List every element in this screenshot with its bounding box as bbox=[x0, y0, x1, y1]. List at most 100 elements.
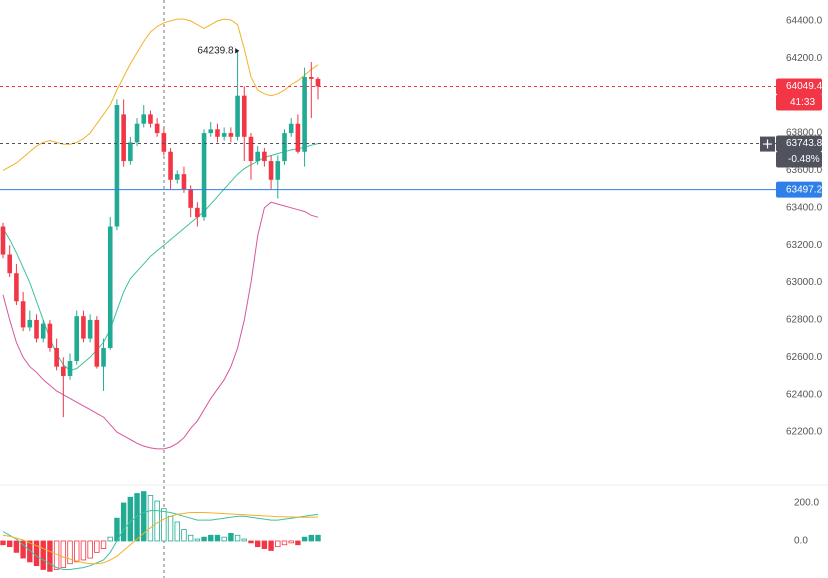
candle-body bbox=[302, 76, 307, 152]
macd-histogram-bar bbox=[107, 536, 113, 542]
macd-histogram-bar bbox=[248, 540, 254, 544]
candle-body bbox=[154, 123, 160, 134]
y-tick-label: 62600.0 bbox=[786, 352, 823, 363]
candle-body bbox=[195, 207, 200, 218]
candle-body bbox=[275, 161, 281, 180]
candle-body bbox=[114, 105, 120, 227]
candle-body bbox=[74, 316, 80, 362]
macd-histogram-bar bbox=[154, 500, 160, 542]
macd-histogram-bar bbox=[7, 540, 13, 548]
macd-histogram-bar bbox=[167, 515, 174, 542]
macd-histogram-bar bbox=[60, 540, 67, 568]
macd-histogram-bar bbox=[221, 536, 227, 542]
change-label: -0.48% bbox=[788, 154, 820, 165]
macd-histogram-bar bbox=[295, 540, 301, 546]
y-tick-label: 63200.0 bbox=[786, 240, 823, 251]
high-arrow bbox=[235, 48, 240, 54]
macd-histogram-bar bbox=[161, 508, 167, 542]
macd-histogram-bar bbox=[275, 540, 281, 548]
macd-histogram-bar bbox=[27, 540, 33, 563]
candle-body bbox=[121, 114, 126, 162]
candle-body bbox=[174, 174, 180, 180]
bollinger-upper bbox=[2, 18, 319, 171]
candle-body bbox=[215, 129, 220, 137]
macd-histogram-bar bbox=[254, 540, 261, 548]
macd-histogram-bar bbox=[120, 502, 127, 542]
candle-body bbox=[94, 319, 100, 367]
signal-line bbox=[2, 512, 319, 565]
macd-histogram-bar bbox=[100, 540, 107, 549]
candle-body bbox=[308, 76, 314, 79]
y-tick-label: 64400.0 bbox=[786, 16, 823, 27]
macd-histogram-bar bbox=[67, 540, 73, 565]
candle-body bbox=[221, 133, 227, 137]
macd-histogram-bar bbox=[187, 534, 194, 542]
candle-body bbox=[282, 133, 287, 162]
candle-body bbox=[288, 123, 294, 134]
macd-line bbox=[2, 510, 319, 570]
y-tick-label: 63600.0 bbox=[786, 165, 823, 176]
candle-body bbox=[241, 95, 247, 137]
candle-body bbox=[228, 133, 234, 137]
macd-histogram-bar bbox=[94, 540, 100, 553]
macd-tick-label: 0.0 bbox=[794, 536, 808, 547]
add-button-icon bbox=[763, 139, 772, 149]
macd-histogram-bar bbox=[33, 540, 40, 567]
macd-histogram-bar bbox=[47, 540, 53, 572]
candle-body bbox=[54, 347, 59, 367]
price-axis: 62200.0 62400.0 62600.0 62800.0 63000.0 63200… bbox=[760, 16, 823, 547]
macd-histogram-bar bbox=[181, 529, 187, 542]
y-tick-label: 63800.0 bbox=[786, 128, 823, 139]
candle-body bbox=[161, 133, 167, 152]
y-tick-label: 62800.0 bbox=[786, 315, 823, 326]
candle-body bbox=[20, 301, 26, 328]
macd-histogram-bar bbox=[228, 532, 234, 542]
macd-histogram-bar bbox=[241, 538, 247, 542]
candle-body bbox=[101, 347, 106, 367]
y-tick-label: 63400.0 bbox=[786, 202, 823, 213]
y-tick-label: 62400.0 bbox=[786, 389, 823, 400]
macd-histogram-bar bbox=[40, 540, 46, 570]
candle-body bbox=[208, 129, 214, 134]
macd-histogram-bar bbox=[261, 540, 268, 549]
candle-body bbox=[34, 319, 39, 339]
candle-body bbox=[168, 151, 173, 180]
macd-histogram-bar bbox=[134, 493, 140, 542]
price-tag-label: 63497.2 bbox=[786, 184, 823, 195]
macd-histogram-bar bbox=[308, 534, 314, 542]
macd-histogram-bar bbox=[281, 540, 288, 546]
add-button[interactable] bbox=[760, 136, 775, 152]
plot: 64239.8 bbox=[0, 18, 776, 572]
macd-histogram-bar bbox=[201, 536, 207, 542]
candle-body bbox=[27, 319, 33, 328]
price-tag bbox=[776, 78, 822, 95]
price-tag-label: 63743.8 bbox=[786, 138, 823, 149]
macd-histogram-bar bbox=[74, 540, 80, 563]
macd-histogram-bar bbox=[80, 540, 87, 561]
macd-histogram-bar bbox=[234, 534, 241, 542]
macd-histogram-bar bbox=[13, 540, 20, 553]
candle-body bbox=[81, 316, 86, 339]
timer-label: 41:33 bbox=[790, 97, 815, 108]
macd-histogram-bar bbox=[208, 534, 214, 542]
candle-body bbox=[235, 95, 240, 137]
candle-body bbox=[134, 123, 140, 143]
high-annotation: 64239.8 bbox=[197, 46, 234, 57]
macd-histogram-bar bbox=[194, 538, 201, 542]
candle-body bbox=[47, 323, 53, 348]
timer-tag bbox=[776, 94, 822, 111]
candle-body bbox=[61, 366, 66, 376]
macd-histogram-bar bbox=[127, 496, 134, 542]
candle-body bbox=[14, 273, 19, 302]
y-tick-label: 62200.0 bbox=[786, 427, 823, 438]
macd-histogram-bar bbox=[315, 534, 321, 542]
macd-tick-label: 200.0 bbox=[794, 498, 819, 509]
macd-histogram-bar bbox=[288, 540, 294, 544]
candle-body bbox=[262, 151, 267, 162]
candle-body bbox=[148, 114, 153, 124]
candle-body bbox=[268, 161, 274, 180]
candle-body bbox=[248, 136, 254, 162]
candle-body bbox=[128, 142, 133, 162]
candle-body bbox=[141, 114, 147, 124]
